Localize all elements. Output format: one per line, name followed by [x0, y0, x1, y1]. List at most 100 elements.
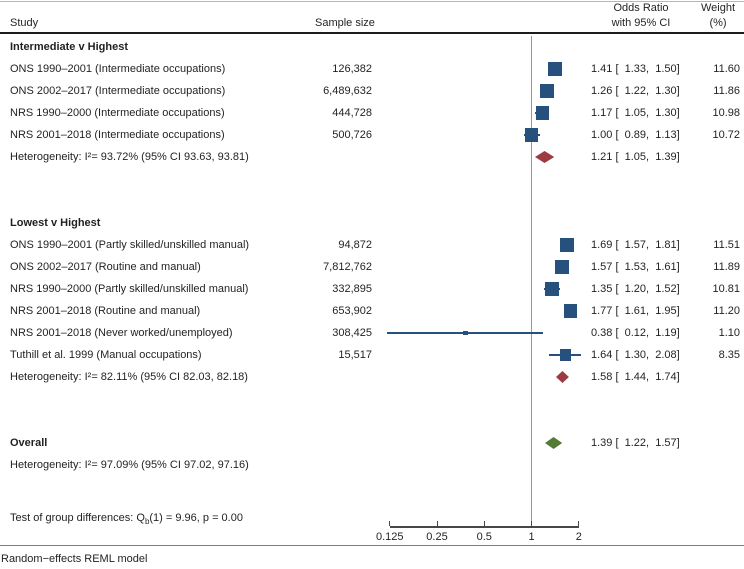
- bottom-border: [0, 545, 744, 546]
- sample-size-value: 500,726: [332, 129, 372, 141]
- point-estimate-square: [555, 259, 570, 275]
- study-row: Tuthill et al. 1999 (Manual occupations)…: [0, 344, 744, 366]
- or-ci-label: 1.00 [ 0.89, 1.13]: [591, 129, 680, 141]
- study-row: NRS 1990–2000 (Intermediate occupations)…: [0, 102, 744, 124]
- sample-size-value: 444,728: [332, 107, 372, 119]
- test-prefix: Test of group differences: Q: [10, 512, 145, 524]
- study-row: ONS 2002–2017 (Intermediate occupations)…: [0, 80, 744, 102]
- odds-ratio-header-line1: Odds Ratio: [613, 2, 669, 14]
- or-ci-label: 1.69 [ 1.57, 1.81]: [591, 239, 680, 251]
- point-estimate-square: [547, 62, 562, 76]
- heterogeneity-label: Heterogeneity: I²= 82.11% (95% CI 82.03,…: [10, 371, 248, 383]
- overall-label: Overall: [10, 437, 48, 449]
- test-label: Test of group differences: Qb(1) = 9.96,…: [10, 507, 243, 533]
- weight-header-line1: Weight: [700, 2, 736, 14]
- axis-tick: [483, 521, 485, 526]
- study-label: NRS 1990–2000 (Intermediate occupations): [10, 107, 225, 119]
- top-border: [0, 1, 744, 2]
- odds-ratio-header-line2: with 95% CI: [611, 17, 671, 29]
- study-row: ONS 1990–2001 (Intermediate occupations)…: [0, 58, 744, 80]
- x-axis-line: [389, 526, 579, 528]
- sample-size-value: 7,812,762: [323, 261, 372, 273]
- column-header-weight: Weight (%): [694, 1, 742, 31]
- point-estimate-square: [545, 282, 559, 296]
- weight-value: 11.20: [713, 305, 740, 317]
- axis-tick: [389, 521, 391, 526]
- point-estimate-square: [524, 128, 539, 142]
- group-header-row: Lowest v Highest: [0, 212, 744, 234]
- study-row: ONS 2002–2017 (Routine and manual) 7,812,…: [0, 256, 744, 278]
- study-label: ONS 1990–2001 (Partly skilled/unskilled …: [10, 239, 250, 251]
- summary-diamond: [534, 151, 554, 163]
- axis-tick-label: 1: [528, 531, 535, 543]
- study-row: NRS 2001–2018 (Intermediate occupations)…: [0, 124, 744, 146]
- axis-tick: [531, 521, 532, 526]
- model-footnote: Random−effects REML model: [1, 553, 148, 565]
- or-ci-label: 1.35 [ 1.20, 1.52]: [591, 283, 680, 295]
- point-estimate-square: [563, 304, 578, 318]
- reference-line: [531, 36, 532, 527]
- study-label: ONS 2002–2017 (Routine and manual): [10, 261, 201, 273]
- heterogeneity-label: Heterogeneity: I²= 97.09% (95% CI 97.02,…: [10, 459, 249, 471]
- group-summary-row: Heterogeneity: I²= 82.11% (95% CI 82.03,…: [0, 366, 744, 388]
- axis-tick-label: 0.125: [375, 531, 404, 543]
- weight-value: 10.72: [712, 129, 740, 141]
- point-estimate-square: [560, 238, 575, 252]
- test-subscript: b: [144, 517, 150, 527]
- sample-size-value: 94,872: [338, 239, 372, 251]
- study-label: ONS 2002–2017 (Intermediate occupations): [10, 85, 226, 97]
- overall-row: Overall 1.39 [ 1.22, 1.57]: [0, 432, 744, 454]
- or-ci-label: 1.17 [ 1.05, 1.30]: [591, 107, 680, 119]
- column-header-study: Study: [10, 17, 39, 29]
- sample-size-value: 15,517: [338, 349, 372, 361]
- or-ci-label: 1.57 [ 1.53, 1.61]: [591, 261, 680, 273]
- weight-value: 11.86: [713, 85, 740, 97]
- study-label: NRS 2001–2018 (Intermediate occupations): [10, 129, 225, 141]
- or-ci-label: 1.77 [ 1.61, 1.95]: [591, 305, 680, 317]
- or-ci-label: 1.21 [ 1.05, 1.39]: [591, 151, 680, 163]
- study-row: NRS 2001–2018 (Routine and manual) 653,90…: [0, 300, 744, 322]
- sample-size-value: 308,425: [332, 327, 372, 339]
- axis-tick: [436, 521, 438, 526]
- axis-tick-label: 0.5: [476, 531, 492, 543]
- sample-size-value: 6,489,632: [323, 85, 372, 97]
- or-ci-label: 1.58 [ 1.44, 1.74]: [591, 371, 680, 383]
- or-ci-label: 1.39 [ 1.22, 1.57]: [591, 437, 680, 449]
- axis-tick-label: 2: [575, 531, 582, 543]
- weight-header-line2: (%): [709, 17, 727, 29]
- axis-tick: [578, 521, 580, 526]
- study-row: NRS 1990–2000 (Partly skilled/unskilled …: [0, 278, 744, 300]
- study-row: NRS 2001–2018 (Never worked/unemployed) 3…: [0, 322, 744, 344]
- or-ci-label: 1.64 [ 1.30, 2.08]: [591, 349, 680, 361]
- group-header-row: Intermediate v Highest: [0, 36, 744, 58]
- study-row: ONS 1990–2001 (Partly skilled/unskilled …: [0, 234, 744, 256]
- header-rule: [0, 32, 744, 34]
- test-suffix: (1) = 9.96, p = 0.00: [149, 512, 243, 524]
- study-label: NRS 2001–2018 (Routine and manual): [10, 305, 201, 317]
- weight-value: 1.10: [718, 327, 740, 339]
- study-label: NRS 2001–2018 (Never worked/unemployed): [10, 327, 233, 339]
- weight-value: 11.89: [713, 261, 740, 273]
- or-ci-label: 1.26 [ 1.22, 1.30]: [591, 85, 680, 97]
- test-of-group-differences: Test of group differences: Qb(1) = 9.96,…: [0, 507, 744, 529]
- point-estimate-square: [535, 106, 549, 120]
- study-label: NRS 1990–2000 (Partly skilled/unskilled …: [10, 283, 249, 295]
- weight-value: 11.60: [713, 63, 740, 75]
- sample-size-value: 653,902: [332, 305, 372, 317]
- sample-size-value: 126,382: [332, 63, 372, 75]
- study-label: ONS 1990–2001 (Intermediate occupations): [10, 63, 226, 75]
- point-estimate-square: [540, 83, 555, 99]
- sample-size-value: 332,895: [332, 283, 372, 295]
- study-label: Tuthill et al. 1999 (Manual occupations): [10, 349, 202, 361]
- heterogeneity-label: Heterogeneity: I²= 93.72% (95% CI 93.63,…: [10, 151, 249, 163]
- summary-diamond: [556, 371, 570, 383]
- or-ci-label: 0.38 [ 0.12, 1.19]: [591, 327, 680, 339]
- point-estimate-square: [463, 330, 468, 336]
- weight-value: 10.98: [712, 107, 740, 119]
- weight-value: 10.81: [712, 283, 740, 295]
- weight-value: 8.35: [718, 349, 740, 361]
- column-header-sample-size: Sample size: [315, 17, 375, 29]
